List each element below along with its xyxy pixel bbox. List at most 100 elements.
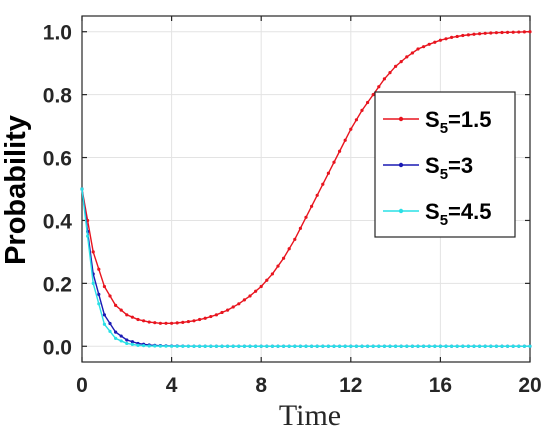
data-point [489,344,493,348]
data-point [226,344,230,348]
data-point [220,344,224,348]
data-point [444,37,448,41]
data-point [399,344,403,348]
data-point [265,344,269,348]
data-point [315,344,319,348]
data-point [416,47,420,51]
data-point [382,344,386,348]
legend-label-main: S [425,153,440,178]
data-point [282,344,286,348]
data-point [270,272,274,276]
data-point [91,250,95,254]
data-point [326,171,330,175]
legend-label: S5=3 [425,153,473,183]
data-point [349,127,353,131]
legend-label-rest: =3 [448,153,473,178]
data-point [80,187,84,191]
data-point [153,344,157,348]
data-point [164,344,168,348]
data-point [422,344,426,348]
data-point [332,160,336,164]
data-point [354,118,358,122]
data-point [214,313,218,317]
series-3 [80,187,532,348]
data-point [472,344,476,348]
data-point [483,344,487,348]
data-point [220,310,224,315]
data-point [489,31,493,35]
legend-swatch-marker [398,208,404,214]
series-layer [80,30,532,348]
data-point [164,321,168,325]
data-point [332,344,336,348]
data-point [248,294,252,298]
data-point [410,51,414,55]
data-point [242,298,246,302]
data-point [388,344,392,348]
data-point [130,340,134,344]
x-tick-label: 16 [429,374,452,397]
data-point [321,344,325,348]
data-point [388,71,392,75]
data-point [377,344,381,348]
data-point [304,215,308,219]
data-point [528,30,532,34]
data-point [522,344,527,348]
data-point [506,30,510,34]
data-point [259,284,263,289]
data-point [102,313,106,317]
y-tick-label: 0.2 [43,273,72,296]
data-point [125,341,129,346]
data-point [338,149,342,153]
data-point [511,30,515,34]
legend-label-main: S [425,107,440,132]
data-point [102,322,106,326]
data-point [130,315,134,319]
legend-label: S5=1.5 [425,107,491,137]
tick-labels: 0 4 8 12 16 20 0.0 0.2 0.4 0.6 0.8 1.0 [43,22,542,397]
x-tick-label: 0 [76,374,88,397]
data-point [483,31,487,35]
data-point [478,344,482,348]
data-point [125,338,129,342]
data-point [338,344,342,348]
data-point [119,339,123,343]
data-point [511,344,515,348]
data-point [192,319,196,323]
y-axis-label: Probability [0,115,32,265]
data-point [114,330,118,334]
data-point [399,60,403,64]
data-point [455,344,459,348]
data-point [326,344,330,348]
data-point [433,40,437,44]
data-point [366,344,370,348]
data-point [237,344,241,348]
data-point [366,100,370,105]
data-point [119,308,123,312]
data-point [153,321,157,325]
data-point [310,204,314,208]
data-point [438,38,442,42]
data-point [254,344,258,348]
y-tick-label: 0.0 [43,336,72,359]
data-point [158,344,162,348]
y-tick-label: 0.6 [43,148,72,171]
data-point [91,281,95,285]
data-point [315,193,319,197]
data-point [108,294,112,298]
data-point [108,329,112,333]
data-point [506,344,510,348]
data-point [321,182,325,186]
data-point [461,33,465,38]
y-tick-label: 1.0 [43,22,72,45]
y-tick-label: 0.8 [43,85,73,108]
data-point [310,344,314,348]
data-point [170,321,174,325]
data-point [147,344,151,348]
data-point [226,308,230,312]
data-point [517,30,521,34]
data-point [298,226,302,230]
series-1 [80,30,532,325]
data-point [259,344,263,348]
